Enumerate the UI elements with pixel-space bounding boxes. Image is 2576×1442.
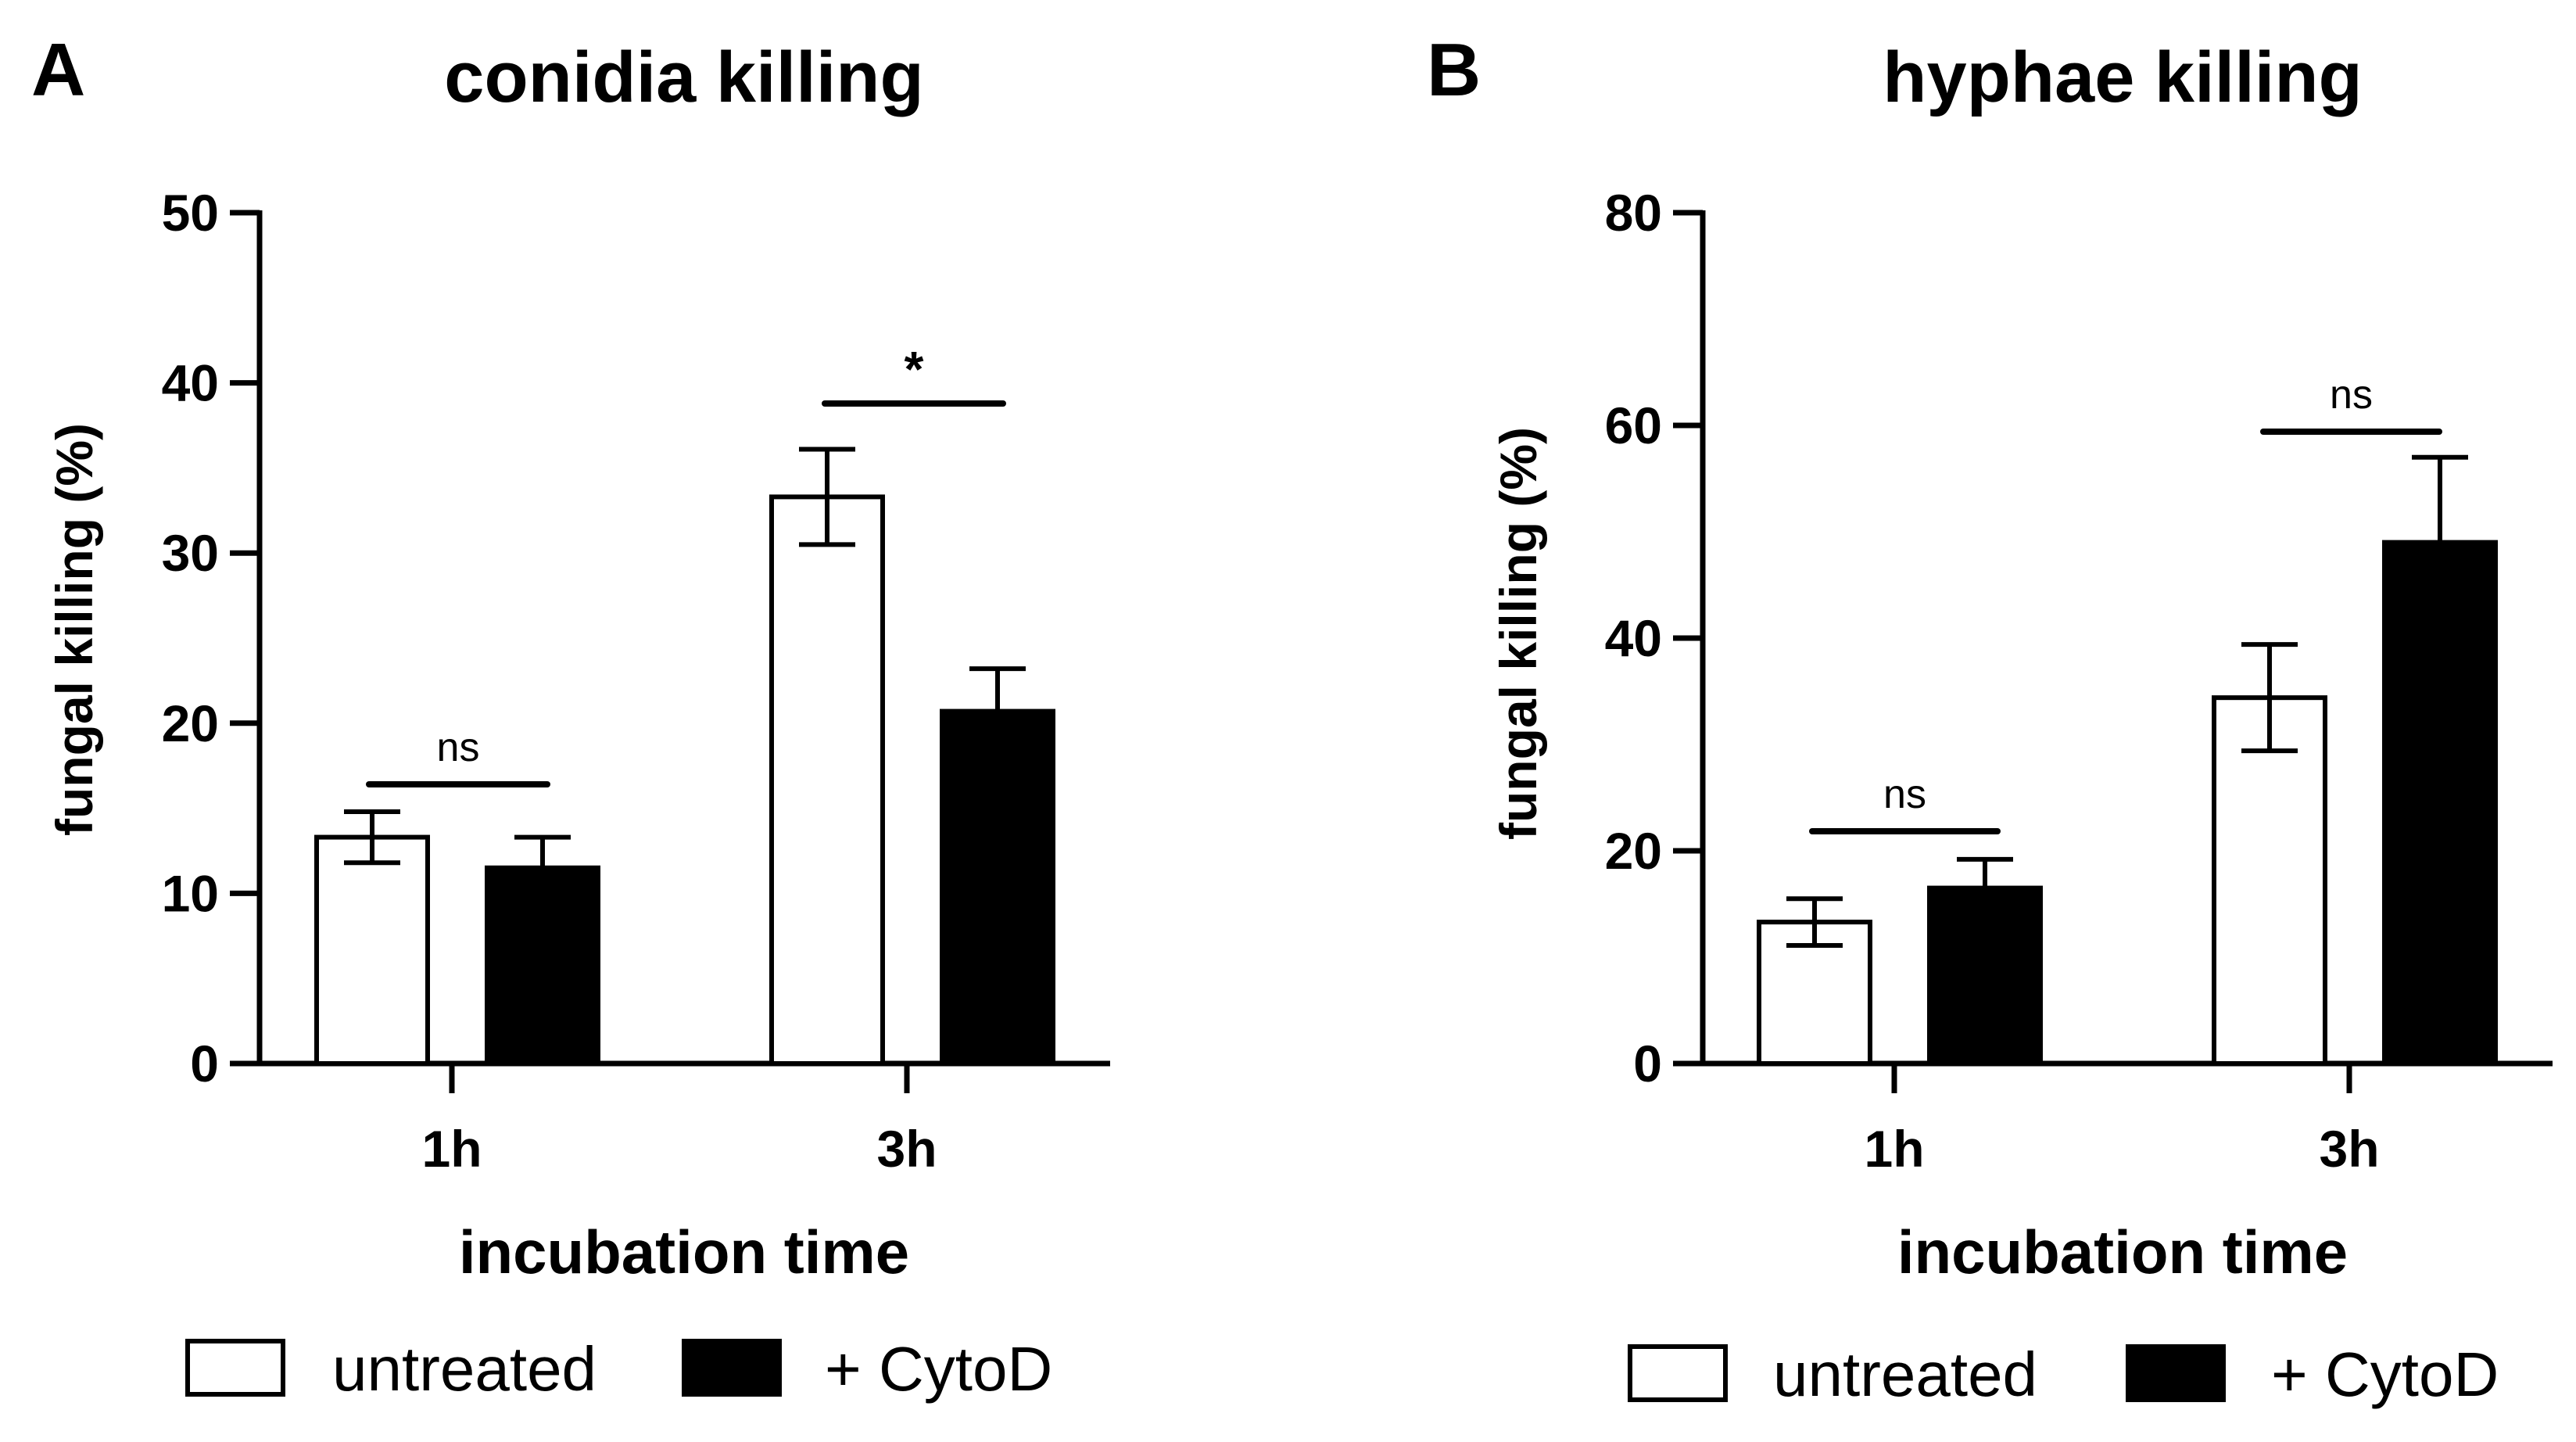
panel-a-x-tick-label: 3h <box>876 1120 937 1178</box>
panel-b-bar <box>2382 540 2498 1066</box>
panel-b-legend-label-cytod: + CytoD <box>2271 1340 2499 1409</box>
panel-b: B hyphae killing fungal killing (%) incu… <box>1427 28 2553 1409</box>
panel-b-legend-swatch-cytod <box>2126 1344 2226 1402</box>
panel-b-y-tick-label: 80 <box>1605 184 1662 242</box>
panel-a-legend-swatch-untreated <box>185 1339 285 1397</box>
panel-b-legend-swatch-untreated <box>1628 1344 1728 1402</box>
panel-a-x-axis-label: incubation time <box>459 1218 909 1286</box>
panel-b-bar <box>2212 695 2327 1066</box>
panel-b-significance-label: ns <box>2330 372 2373 418</box>
panel-a-x-tick-label: 1h <box>421 1120 482 1178</box>
panel-b-y-tick-label: 40 <box>1605 609 1662 667</box>
panel-a-y-tick-label: 20 <box>162 694 219 752</box>
panel-a-y-tick-label: 0 <box>190 1035 219 1092</box>
panel-b-x-tick-label: 1h <box>1864 1120 1924 1178</box>
panel-b-y-tick-label: 0 <box>1633 1035 1662 1092</box>
panel-a-plot-area: 0 10 20 30 40 50 1h ns 3h * <box>162 184 1110 1178</box>
panel-a-y-tick-label: 30 <box>162 524 219 582</box>
panel-b-y-tick-label: 20 <box>1605 822 1662 880</box>
panel-a-significance-label: * <box>905 341 924 397</box>
panel-a-significance-label: ns <box>437 725 480 770</box>
panel-a-legend-label-untreated: untreated <box>332 1334 597 1404</box>
panel-b-x-tick-label: 3h <box>2319 1120 2379 1178</box>
panel-b-title: hyphae killing <box>1883 38 2362 117</box>
panel-a-y-tick-label: 50 <box>162 184 219 242</box>
panel-b-bar <box>1757 920 1872 1066</box>
panel-a-bar <box>940 708 1055 1066</box>
panel-a-y-tick-label: 40 <box>162 354 219 412</box>
panel-b-y-axis-label: fungal killing (%) <box>1489 427 1547 840</box>
panel-b-y-tick-label: 60 <box>1605 396 1662 454</box>
panel-b-plot-area: 0 20 40 60 80 1h ns 3h ns <box>1605 184 2553 1178</box>
panel-a-bar <box>769 494 885 1066</box>
panel-a-legend-swatch-cytod <box>682 1339 782 1397</box>
panel-a-letter: A <box>31 28 85 112</box>
panel-a-legend-label-cytod: + CytoD <box>825 1334 1052 1404</box>
panel-a-bar <box>314 834 430 1067</box>
panel-b-legend-label-untreated: untreated <box>1773 1340 2037 1409</box>
panel-a-y-tick-label: 10 <box>162 864 219 922</box>
panel-b-letter: B <box>1427 28 1481 112</box>
panel-a-y-axis-label: fungal killing (%) <box>45 423 103 836</box>
panel-a-title: conidia killing <box>444 38 923 117</box>
panel-a: A conidia killing fungal killing (%) inc… <box>31 28 1110 1404</box>
panel-b-significance-label: ns <box>1883 772 1926 817</box>
panel-b-x-axis-label: incubation time <box>1897 1218 2348 1286</box>
